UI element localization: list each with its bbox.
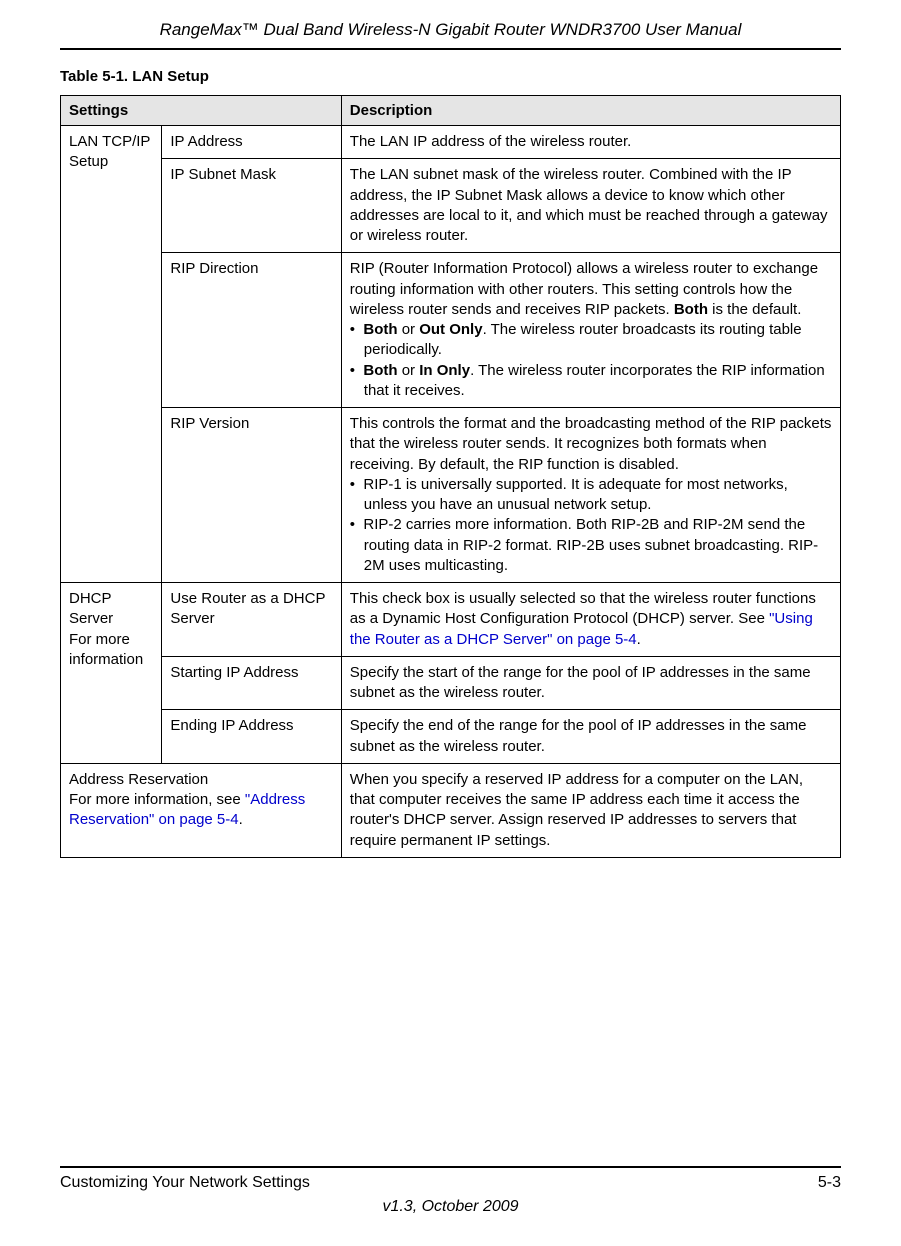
cell-lan-tcpip: LAN TCP/IP Setup	[61, 126, 162, 583]
cell-rip-direction-desc: RIP (Router Information Protocol) allows…	[341, 253, 840, 408]
page-footer: Customizing Your Network Settings 5-3 v1…	[60, 1166, 841, 1216]
cell-starting-ip-label: Starting IP Address	[162, 656, 341, 710]
rip-b2-bold1: Both	[363, 362, 397, 379]
table-row: Address Reservation For more information…	[61, 763, 841, 857]
cell-ip-subnet-desc: The LAN subnet mask of the wireless rout…	[341, 159, 840, 253]
th-settings: Settings	[61, 96, 342, 126]
page-header-title: RangeMax™ Dual Band Wireless-N Gigabit R…	[60, 20, 841, 40]
dhcp-label-line1: DHCP Server	[69, 590, 113, 627]
rip-direction-bold-default: Both	[674, 301, 708, 318]
table-row: Ending IP Address Specify the end of the…	[61, 710, 841, 764]
footer-right: 5-3	[818, 1174, 841, 1192]
cell-ip-subnet-label: IP Subnet Mask	[162, 159, 341, 253]
table-row: Starting IP Address Specify the start of…	[61, 656, 841, 710]
addr-res-line1: Address Reservation	[69, 771, 208, 788]
addr-res-line2-post: .	[239, 811, 243, 828]
footer-version: v1.3, October 2009	[60, 1198, 841, 1216]
cell-addr-res-desc: When you specify a reserved IP address f…	[341, 763, 840, 857]
dhcp-desc-post: .	[637, 631, 641, 648]
rip-b1-or: or	[398, 321, 420, 338]
cell-dhcp-use-router-label: Use Router as a DHCP Server	[162, 583, 341, 657]
cell-starting-ip-desc: Specify the start of the range for the p…	[341, 656, 840, 710]
cell-dhcp-use-router-desc: This check box is usually selected so th…	[341, 583, 840, 657]
footer-rule	[60, 1166, 841, 1168]
rip-b1-bold2: Out Only	[419, 321, 482, 338]
dhcp-label-line2: For more information	[69, 631, 143, 668]
table-caption: Table 5-1. LAN Setup	[60, 68, 841, 85]
list-item: RIP-2 carries more information. Both RIP…	[350, 515, 832, 576]
cell-ip-address-desc: The LAN IP address of the wireless route…	[341, 126, 840, 159]
rip-b1-bold1: Both	[363, 321, 397, 338]
cell-rip-version-label: RIP Version	[162, 408, 341, 583]
table-row: IP Subnet Mask The LAN subnet mask of th…	[61, 159, 841, 253]
header-rule	[60, 48, 841, 50]
table-row: DHCP Server For more information Use Rou…	[61, 583, 841, 657]
th-description: Description	[341, 96, 840, 126]
cell-ending-ip-desc: Specify the end of the range for the poo…	[341, 710, 840, 764]
list-item: RIP-1 is universally supported. It is ad…	[350, 475, 832, 516]
table-row: RIP Direction RIP (Router Information Pr…	[61, 253, 841, 408]
dhcp-desc-pre: This check box is usually selected so th…	[350, 590, 816, 627]
cell-rip-direction-label: RIP Direction	[162, 253, 341, 408]
lan-setup-table: Settings Description LAN TCP/IP Setup IP…	[60, 95, 841, 858]
footer-left: Customizing Your Network Settings	[60, 1174, 310, 1192]
table-row: LAN TCP/IP Setup IP Address The LAN IP a…	[61, 126, 841, 159]
cell-rip-version-desc: This controls the format and the broadca…	[341, 408, 840, 583]
table-row: RIP Version This controls the format and…	[61, 408, 841, 583]
cell-dhcp-label: DHCP Server For more information	[61, 583, 162, 764]
rip-direction-suffix: is the default.	[708, 301, 801, 318]
cell-ending-ip-label: Ending IP Address	[162, 710, 341, 764]
addr-res-line2-pre: For more information, see	[69, 791, 245, 808]
rip-version-intro: This controls the format and the broadca…	[350, 415, 832, 473]
list-item: Both or In Only. The wireless router inc…	[350, 361, 832, 402]
list-item: Both or Out Only. The wireless router br…	[350, 320, 832, 361]
cell-ip-address-label: IP Address	[162, 126, 341, 159]
cell-addr-res-label: Address Reservation For more information…	[61, 763, 342, 857]
rip-b2-bold2: In Only	[419, 362, 470, 379]
rip-b2-or: or	[398, 362, 420, 379]
